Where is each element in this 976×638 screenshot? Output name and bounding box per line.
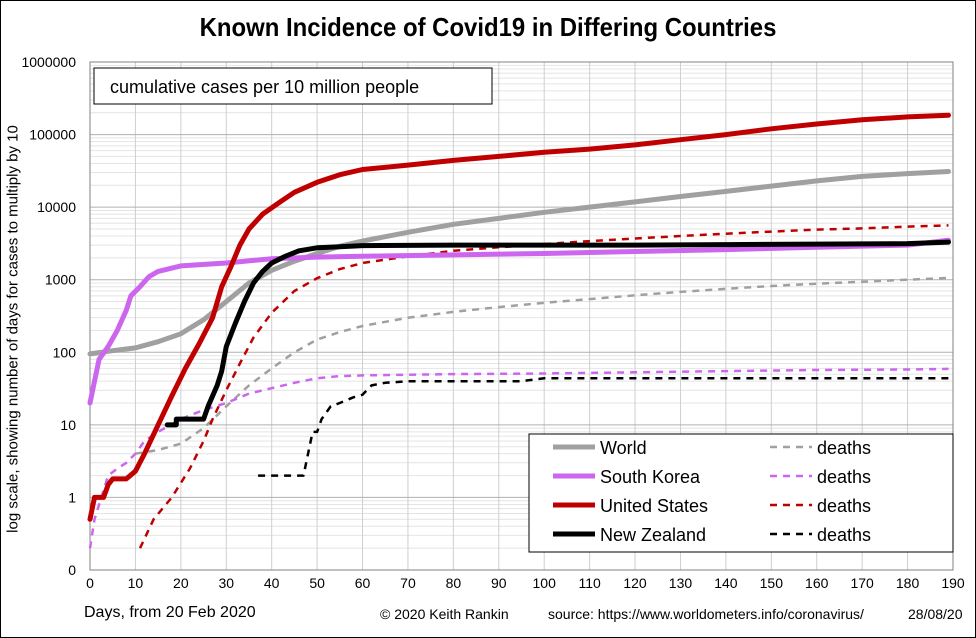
x-tick-label: 0	[86, 575, 94, 591]
x-tick-label: 140	[714, 575, 738, 591]
world-cases-line	[87, 169, 951, 357]
y-tick-label: 0	[68, 562, 76, 578]
plot-border	[89, 61, 954, 571]
legend-box	[528, 433, 954, 553]
x-tick-label: 70	[400, 575, 416, 591]
annotation-box-border	[93, 67, 493, 105]
legend-label: deaths	[817, 438, 871, 458]
chart-title: Known Incidence of Covid19 in Differing …	[199, 12, 777, 42]
x-tick-label: 160	[805, 575, 829, 591]
y-tick-label: 1	[68, 489, 76, 505]
x-tick-label: 20	[173, 575, 189, 591]
legend-label: New Zealand	[600, 525, 706, 545]
south-korea-cases-line	[87, 237, 951, 406]
annotation-box: cumulative cases per 10 million people	[93, 67, 493, 105]
x-tick-label: 90	[491, 575, 507, 591]
x-tick-label: 30	[218, 575, 234, 591]
copyright-text: © 2020 Keith Rankin	[380, 606, 509, 622]
series-group	[87, 112, 951, 549]
legend-label: South Korea	[600, 467, 701, 487]
x-tick-label: 130	[669, 575, 693, 591]
united-states-cases-line	[87, 112, 951, 522]
legend-label: deaths	[817, 467, 871, 487]
x-tick-label: 120	[623, 575, 647, 591]
x-tick-label: 50	[309, 575, 325, 591]
x-axis-label: Days, from 20 Feb 2020	[84, 604, 256, 621]
legend-label: United States	[600, 496, 708, 516]
legend: World deaths South Korea deaths United State…	[528, 433, 954, 553]
south-korea-deaths-line	[88, 367, 949, 549]
x-tick-label: 190	[941, 575, 965, 591]
y-tick-label: 1000000	[21, 54, 76, 70]
legend-label: World	[600, 438, 647, 458]
legend-label: deaths	[817, 525, 871, 545]
x-tick-label: 60	[355, 575, 371, 591]
x-tick-label: 10	[128, 575, 144, 591]
x-tick-label: 80	[446, 575, 462, 591]
y-tick-label: 10000	[37, 199, 76, 215]
annotation-text: cumulative cases per 10 million people	[110, 77, 419, 97]
y-tick-label: 10	[60, 417, 76, 433]
x-tick-label: 110	[578, 575, 601, 591]
united-states-deaths-line	[138, 224, 949, 549]
new-zealand-deaths-line	[258, 376, 949, 477]
y-tick-label: 100	[53, 344, 77, 360]
date-text: 28/08/20	[908, 606, 963, 622]
x-tick-label: 150	[760, 575, 784, 591]
x-tick-label: 180	[896, 575, 920, 591]
x-tick-label: 100	[533, 575, 557, 591]
y-tick-label: 1000	[45, 272, 76, 288]
world-deaths-line	[135, 276, 949, 455]
legend-label: deaths	[817, 496, 871, 516]
x-tick-label: 170	[850, 575, 874, 591]
new-zealand-cases-line	[164, 239, 951, 428]
x-tick-label: 40	[264, 575, 280, 591]
source-text: source: https://www.worldometers.info/co…	[548, 606, 864, 622]
y-tick-label: 100000	[29, 127, 76, 143]
